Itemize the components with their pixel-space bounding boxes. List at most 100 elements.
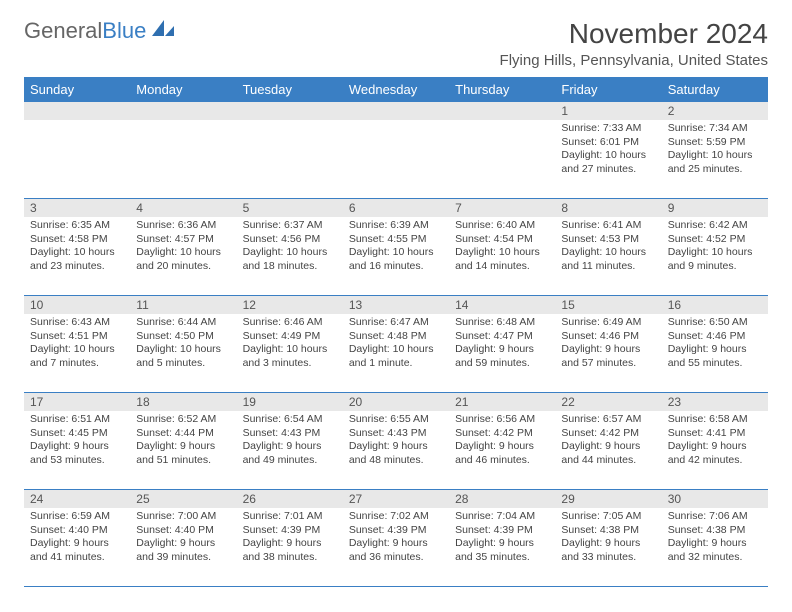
day-cell: Sunrise: 6:37 AMSunset: 4:56 PMDaylight:… [237,217,343,295]
sunrise-text: Sunrise: 6:59 AM [30,510,124,524]
sunrise-text: Sunrise: 7:06 AM [668,510,762,524]
week-row: Sunrise: 6:43 AMSunset: 4:51 PMDaylight:… [24,314,768,393]
sunrise-text: Sunrise: 6:50 AM [668,316,762,330]
day-cell: Sunrise: 6:42 AMSunset: 4:52 PMDaylight:… [662,217,768,295]
day-cell-body [343,120,449,126]
day-number: 5 [237,199,343,217]
day-cell-body: Sunrise: 6:59 AMSunset: 4:40 PMDaylight:… [24,508,130,569]
week-row: Sunrise: 6:59 AMSunset: 4:40 PMDaylight:… [24,508,768,587]
day-cell-body [237,120,343,126]
sunrise-text: Sunrise: 6:57 AM [561,413,655,427]
title-block: November 2024 Flying Hills, Pennsylvania… [500,18,768,69]
day-cell-body: Sunrise: 6:44 AMSunset: 4:50 PMDaylight:… [130,314,236,375]
day-cell-body: Sunrise: 6:36 AMSunset: 4:57 PMDaylight:… [130,217,236,278]
sunrise-text: Sunrise: 6:55 AM [349,413,443,427]
day-cell: Sunrise: 6:51 AMSunset: 4:45 PMDaylight:… [24,411,130,489]
sunset-text: Sunset: 4:46 PM [668,330,762,344]
daylight-text: Daylight: 10 hours and 14 minutes. [455,246,549,273]
day-number: 8 [555,199,661,217]
sunset-text: Sunset: 5:59 PM [668,136,762,150]
day-cell-body: Sunrise: 6:37 AMSunset: 4:56 PMDaylight:… [237,217,343,278]
sunset-text: Sunset: 4:40 PM [30,524,124,538]
daylight-text: Daylight: 9 hours and 42 minutes. [668,440,762,467]
day-cell-body: Sunrise: 6:46 AMSunset: 4:49 PMDaylight:… [237,314,343,375]
day-number: 11 [130,296,236,314]
daylight-text: Daylight: 9 hours and 44 minutes. [561,440,655,467]
day-cell-body: Sunrise: 7:34 AMSunset: 5:59 PMDaylight:… [662,120,768,181]
sunrise-text: Sunrise: 6:56 AM [455,413,549,427]
day-cell: Sunrise: 7:02 AMSunset: 4:39 PMDaylight:… [343,508,449,586]
day-number: 16 [662,296,768,314]
day-cell-body: Sunrise: 7:02 AMSunset: 4:39 PMDaylight:… [343,508,449,569]
sunrise-text: Sunrise: 6:44 AM [136,316,230,330]
logo-text-blue: Blue [102,18,146,44]
day-cell: Sunrise: 7:05 AMSunset: 4:38 PMDaylight:… [555,508,661,586]
day-header: Thursday [449,77,555,102]
day-cell-body: Sunrise: 6:35 AMSunset: 4:58 PMDaylight:… [24,217,130,278]
day-cell-body: Sunrise: 6:51 AMSunset: 4:45 PMDaylight:… [24,411,130,472]
sunset-text: Sunset: 4:40 PM [136,524,230,538]
sunset-text: Sunset: 4:38 PM [668,524,762,538]
day-cell: Sunrise: 6:55 AMSunset: 4:43 PMDaylight:… [343,411,449,489]
daylight-text: Daylight: 9 hours and 57 minutes. [561,343,655,370]
day-cell-body: Sunrise: 6:39 AMSunset: 4:55 PMDaylight:… [343,217,449,278]
daylight-text: Daylight: 9 hours and 46 minutes. [455,440,549,467]
day-cell: Sunrise: 6:43 AMSunset: 4:51 PMDaylight:… [24,314,130,392]
day-number: 17 [24,393,130,411]
sunrise-text: Sunrise: 7:04 AM [455,510,549,524]
sunset-text: Sunset: 4:46 PM [561,330,655,344]
sunrise-text: Sunrise: 7:00 AM [136,510,230,524]
day-number: 14 [449,296,555,314]
day-number [130,102,236,120]
day-header: Wednesday [343,77,449,102]
daylight-text: Daylight: 10 hours and 9 minutes. [668,246,762,273]
sunset-text: Sunset: 4:39 PM [349,524,443,538]
day-header: Saturday [662,77,768,102]
sunrise-text: Sunrise: 6:35 AM [30,219,124,233]
day-number: 19 [237,393,343,411]
sunset-text: Sunset: 4:56 PM [243,233,337,247]
sunrise-text: Sunrise: 6:49 AM [561,316,655,330]
day-cell: Sunrise: 6:52 AMSunset: 4:44 PMDaylight:… [130,411,236,489]
location-text: Flying Hills, Pennsylvania, United State… [500,52,768,69]
day-cell: Sunrise: 6:39 AMSunset: 4:55 PMDaylight:… [343,217,449,295]
daylight-text: Daylight: 10 hours and 23 minutes. [30,246,124,273]
day-header: Sunday [24,77,130,102]
sunset-text: Sunset: 4:47 PM [455,330,549,344]
day-cell: Sunrise: 7:04 AMSunset: 4:39 PMDaylight:… [449,508,555,586]
day-header: Monday [130,77,236,102]
day-header: Tuesday [237,77,343,102]
logo: GeneralBlue [24,18,176,44]
day-number: 7 [449,199,555,217]
day-cell: Sunrise: 6:48 AMSunset: 4:47 PMDaylight:… [449,314,555,392]
sunset-text: Sunset: 4:53 PM [561,233,655,247]
day-number-row: 24252627282930 [24,490,768,508]
daylight-text: Daylight: 10 hours and 20 minutes. [136,246,230,273]
day-number: 12 [237,296,343,314]
day-cell-body: Sunrise: 6:42 AMSunset: 4:52 PMDaylight:… [662,217,768,278]
logo-sail-icon [150,18,176,44]
sunset-text: Sunset: 4:42 PM [561,427,655,441]
daylight-text: Daylight: 9 hours and 32 minutes. [668,537,762,564]
daylight-text: Daylight: 9 hours and 59 minutes. [455,343,549,370]
sunrise-text: Sunrise: 7:05 AM [561,510,655,524]
day-cell-body: Sunrise: 6:41 AMSunset: 4:53 PMDaylight:… [555,217,661,278]
daylight-text: Daylight: 10 hours and 7 minutes. [30,343,124,370]
day-cell-body [24,120,130,126]
sunrise-text: Sunrise: 7:01 AM [243,510,337,524]
sunrise-text: Sunrise: 7:02 AM [349,510,443,524]
daylight-text: Daylight: 10 hours and 1 minute. [349,343,443,370]
sunrise-text: Sunrise: 6:46 AM [243,316,337,330]
day-cell: Sunrise: 6:57 AMSunset: 4:42 PMDaylight:… [555,411,661,489]
day-cell-body: Sunrise: 7:33 AMSunset: 6:01 PMDaylight:… [555,120,661,181]
sunrise-text: Sunrise: 6:41 AM [561,219,655,233]
day-cell: Sunrise: 7:06 AMSunset: 4:38 PMDaylight:… [662,508,768,586]
logo-text-general: General [24,18,102,44]
day-number [237,102,343,120]
daylight-text: Daylight: 9 hours and 48 minutes. [349,440,443,467]
day-cell: Sunrise: 6:40 AMSunset: 4:54 PMDaylight:… [449,217,555,295]
daylight-text: Daylight: 9 hours and 51 minutes. [136,440,230,467]
sunrise-text: Sunrise: 6:54 AM [243,413,337,427]
day-cell: Sunrise: 6:41 AMSunset: 4:53 PMDaylight:… [555,217,661,295]
day-cell-body: Sunrise: 7:01 AMSunset: 4:39 PMDaylight:… [237,508,343,569]
